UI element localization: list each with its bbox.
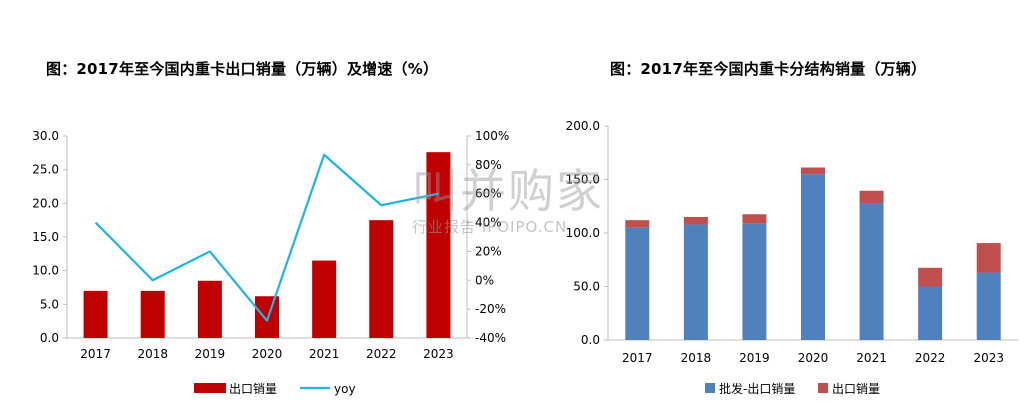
right-legend-label-domestic: 批发-出口销量 bbox=[719, 381, 795, 396]
right-bar-export bbox=[683, 216, 708, 225]
right-bar-export bbox=[801, 167, 825, 175]
right-legend-label-export: 出口销量 bbox=[832, 382, 880, 396]
right-legend-swatch-domestic bbox=[705, 383, 715, 393]
right-bar-export bbox=[918, 267, 943, 287]
right-y-tick-label: 0.0 bbox=[581, 333, 600, 347]
right-y-tick-label: 50.0 bbox=[573, 280, 600, 294]
right-bar-domestic bbox=[742, 223, 767, 340]
right-bar-domestic bbox=[918, 286, 943, 340]
left-x-tick-label: 2019 bbox=[195, 347, 226, 361]
left-y2-tick-label: 80% bbox=[475, 158, 502, 172]
right-bar-domestic bbox=[801, 174, 825, 340]
left-y-tick-label: 20.0 bbox=[32, 196, 59, 210]
left-y-tick-label: 5.0 bbox=[40, 297, 59, 311]
right-legend-swatch-export bbox=[818, 383, 828, 393]
left-y2-tick-label: 100% bbox=[475, 129, 509, 143]
right-bar-export bbox=[625, 220, 650, 228]
left-legend-label-export: 出口销量 bbox=[229, 382, 277, 396]
left-x-tick-label: 2022 bbox=[366, 347, 397, 361]
left-y-tick-label: 0.0 bbox=[40, 331, 59, 345]
right-chart-title: 图：2017年至今国内重卡分结构销量（万辆） bbox=[610, 60, 927, 78]
right-x-tick-label: 2018 bbox=[681, 351, 712, 365]
left-y2-tick-label: 40% bbox=[475, 216, 502, 230]
right-y-tick-label: 100.0 bbox=[566, 226, 600, 240]
right-x-tick-label: 2023 bbox=[973, 351, 1004, 365]
right-x-tick-label: 2022 bbox=[915, 351, 946, 365]
left-bar-export bbox=[255, 296, 279, 338]
left-x-tick-label: 2023 bbox=[423, 347, 454, 361]
left-legend-label-yoy: yoy bbox=[334, 382, 356, 396]
right-bar-domestic bbox=[976, 272, 1001, 340]
left-x-tick-label: 2020 bbox=[252, 347, 283, 361]
left-y-tick-label: 25.0 bbox=[32, 163, 59, 177]
left-chart-title: 图：2017年至今国内重卡出口销量（万辆）及增速（%） bbox=[46, 60, 439, 78]
left-y-tick-label: 30.0 bbox=[32, 129, 59, 143]
left-legend-swatch-export bbox=[194, 383, 226, 393]
left-line-yoy bbox=[94, 153, 439, 322]
right-bar-domestic bbox=[625, 227, 650, 340]
left-bar-export bbox=[312, 260, 337, 338]
left-y-tick-label: 10.0 bbox=[32, 264, 59, 278]
left-bar-export bbox=[369, 220, 394, 338]
right-y-tick-label: 150.0 bbox=[566, 173, 600, 187]
left-x-tick-label: 2021 bbox=[309, 347, 340, 361]
left-y2-tick-label: -40% bbox=[475, 331, 506, 345]
left-x-tick-label: 2017 bbox=[80, 347, 111, 361]
left-bar-export bbox=[197, 280, 222, 338]
right-x-tick-label: 2019 bbox=[739, 351, 770, 365]
right-x-tick-label: 2020 bbox=[798, 351, 829, 365]
right-bar-domestic bbox=[859, 203, 884, 340]
left-y2-tick-label: -20% bbox=[475, 302, 506, 316]
left-y2-tick-label: 60% bbox=[475, 187, 502, 201]
left-y2-tick-label: 20% bbox=[475, 244, 502, 258]
left-bar-export bbox=[83, 290, 108, 338]
left-y2-tick-label: 0% bbox=[475, 273, 494, 287]
right-x-tick-label: 2017 bbox=[622, 351, 653, 365]
right-bar-export bbox=[976, 243, 1001, 273]
right-bar-export bbox=[859, 190, 884, 204]
left-y-tick-label: 15.0 bbox=[32, 230, 59, 244]
left-x-tick-label: 2018 bbox=[137, 347, 168, 361]
right-bar-domestic bbox=[683, 224, 708, 340]
right-y-tick-label: 200.0 bbox=[566, 119, 600, 133]
left-bar-export bbox=[140, 290, 165, 338]
right-x-tick-label: 2021 bbox=[856, 351, 887, 365]
left-bar-export bbox=[426, 152, 451, 338]
right-bar-export bbox=[742, 214, 767, 224]
